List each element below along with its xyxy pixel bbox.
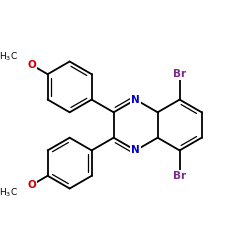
Text: H$_3$C: H$_3$C <box>0 51 18 63</box>
Text: N: N <box>131 146 140 156</box>
Text: H$_3$C: H$_3$C <box>0 187 18 199</box>
Text: N: N <box>131 94 140 104</box>
Text: Br: Br <box>173 69 186 79</box>
Text: O: O <box>28 60 37 70</box>
Text: O: O <box>28 180 37 190</box>
Text: Br: Br <box>173 171 186 181</box>
